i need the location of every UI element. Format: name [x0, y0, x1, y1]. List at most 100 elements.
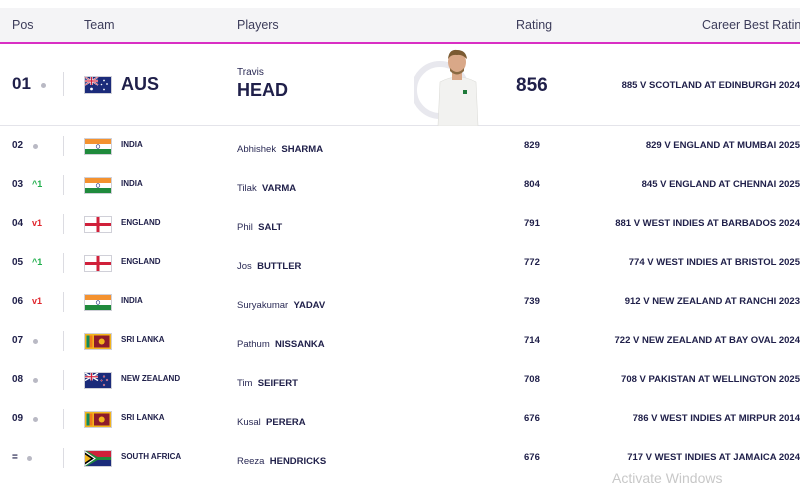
row-rating: 739 — [524, 296, 540, 307]
flag-south-africa-icon — [84, 450, 112, 467]
player-first-name: Abhishek — [237, 144, 277, 155]
divider — [63, 175, 64, 195]
player-last-name: PERERA — [266, 417, 306, 428]
player-first-name: Suryakumar — [237, 300, 289, 311]
windows-activation-watermark: Activate Windows — [612, 470, 723, 486]
row-career-best: 722 V NEW ZEALAND AT BAY OVAL 2024 — [614, 335, 800, 346]
no-change-dot — [41, 83, 46, 88]
top-team: AUS — [121, 74, 160, 94]
row-player[interactable]: Jos BUTTLER — [237, 261, 301, 272]
arrow-up-icon: ^ — [32, 179, 38, 189]
row-team: INDIA — [121, 179, 143, 188]
table-row[interactable]: 06 v1 INDIA Suryakumar YADAV 739 912 V N… — [0, 282, 800, 322]
row-rating: 708 — [524, 374, 540, 385]
player-last-name: BUTTLER — [257, 261, 302, 272]
move-up-indicator: ^1 — [32, 179, 43, 189]
player-first-name: Reeza — [237, 456, 265, 467]
row-team: INDIA — [121, 296, 143, 305]
row-career-best: 829 V ENGLAND AT MUMBAI 2025 — [645, 140, 800, 151]
row-career-best: 881 V WEST INDIES AT BARBADOS 2024 — [615, 218, 800, 229]
no-change-dot — [33, 144, 38, 149]
row-player[interactable]: Reeza HENDRICKS — [237, 456, 326, 467]
row-pos: 07 — [12, 335, 24, 346]
row-player[interactable]: Tilak VARMA — [237, 183, 296, 194]
top-career-best: 885 V SCOTLAND AT EDINBURGH 2024 — [621, 80, 800, 91]
table-row[interactable]: 03 ^1 INDIA Tilak VARMA 804 845 V ENGLAN… — [0, 165, 800, 205]
table-row[interactable]: 08 NEW ZEALAND Tim SEIFERT 708 708 V PAK… — [0, 360, 800, 400]
top-pos: 01 — [12, 74, 31, 93]
table-header: Pos Team Players Rating Career Best Rati… — [0, 8, 800, 44]
move-down-indicator: v1 — [32, 218, 43, 228]
row-player[interactable]: Pathum NISSANKA — [237, 339, 325, 350]
row-team: NEW ZEALAND — [121, 374, 181, 383]
row-player[interactable]: Phil SALT — [237, 222, 282, 233]
row-team: ENGLAND — [121, 218, 161, 227]
row-pos: 08 — [12, 374, 24, 385]
row-career-best: 912 V NEW ZEALAND AT RANCHI 2023 — [624, 296, 800, 307]
row-team: INDIA — [121, 140, 143, 149]
divider — [63, 292, 64, 312]
player-last-name: VARMA — [262, 183, 297, 194]
table-row[interactable]: 04 v1 ENGLAND Phil SALT 791 881 V WEST I… — [0, 204, 800, 244]
flag-england-icon — [84, 216, 112, 233]
flag-india-icon — [84, 138, 112, 155]
header-players: Players — [237, 18, 279, 32]
table-row[interactable]: 02 INDIA Abhishek SHARMA 829 829 V ENGLA… — [0, 126, 800, 166]
top-player-first-name: Travis — [237, 67, 264, 78]
row-player[interactable]: Abhishek SHARMA — [237, 144, 323, 155]
row-career-best: 717 V WEST INDIES AT JAMAICA 2024 — [627, 452, 800, 463]
row-team: SRI LANKA — [121, 413, 165, 422]
row-pos: 09 — [12, 413, 24, 424]
table-row[interactable]: 07 SRI LANKA Pathum NISSANKA 714 722 V N… — [0, 321, 800, 361]
player-last-name: NISSANKA — [275, 339, 325, 350]
player-first-name: Kusal — [237, 417, 261, 428]
row-pos: 05 — [12, 257, 24, 268]
header-team: Team — [84, 18, 115, 32]
row-career-best: 708 V PAKISTAN AT WELLINGTON 2025 — [621, 374, 800, 385]
header-rating[interactable]: Rating — [516, 18, 553, 32]
header-pos: Pos — [12, 18, 34, 32]
table-row[interactable]: 05 ^1 ENGLAND Jos BUTTLER 772 774 V WEST… — [0, 243, 800, 283]
row-rating: 676 — [524, 413, 540, 424]
row-team: SOUTH AFRICA — [121, 452, 182, 461]
row-career-best: 774 V WEST INDIES AT BRISTOL 2025 — [628, 257, 800, 268]
row-player[interactable]: Kusal PERERA — [237, 417, 306, 428]
player-last-name: YADAV — [293, 300, 326, 311]
flag-india-icon — [84, 294, 112, 311]
row-pos: 06 — [12, 296, 24, 307]
table-row[interactable]: 09 SRI LANKA Kusal PERERA 676 786 V WEST… — [0, 399, 800, 439]
row-pos: 03 — [12, 179, 24, 190]
player-first-name: Jos — [237, 261, 252, 272]
row-career-best: 786 V WEST INDIES AT MIRPUR 2014 — [632, 413, 800, 424]
table-row[interactable]: = SOUTH AFRICA Reeza HENDRICKS 676 717 V… — [0, 438, 800, 480]
flag-india-icon — [84, 177, 112, 194]
top-player-last-name[interactable]: HEAD — [237, 80, 289, 100]
row-player[interactable]: Suryakumar YADAV — [237, 300, 325, 311]
divider — [63, 331, 64, 351]
row-career-best: 845 V ENGLAND AT CHENNAI 2025 — [641, 179, 800, 190]
arrow-down-icon: v — [32, 218, 38, 228]
flag-australia-icon — [84, 76, 112, 94]
row-pos: 04 — [12, 218, 24, 229]
player-photo — [414, 49, 479, 126]
divider — [63, 136, 64, 156]
player-last-name: HENDRICKS — [269, 456, 327, 467]
no-change-dot — [33, 378, 38, 383]
player-last-name: SHARMA — [281, 144, 324, 155]
player-last-name: SALT — [258, 222, 283, 233]
player-first-name: Phil — [237, 222, 253, 233]
divider — [63, 448, 64, 468]
flag-sri-lanka-icon — [84, 333, 112, 350]
move-up-indicator: ^1 — [32, 257, 43, 267]
row-rating: 791 — [524, 218, 540, 229]
flag-england-icon — [84, 255, 112, 272]
divider — [63, 214, 64, 234]
row-pos: = — [12, 452, 18, 463]
row-team: SRI LANKA — [121, 335, 165, 344]
row-rating: 676 — [524, 452, 540, 463]
top-ranked-row[interactable]: 01 AUS Travis HEAD 856 885 V SCOTLAND AT… — [0, 44, 800, 126]
flag-new-zealand-icon — [84, 372, 112, 389]
row-player[interactable]: Tim SEIFERT — [237, 378, 298, 389]
player-last-name: SEIFERT — [257, 378, 298, 389]
row-pos: 02 — [12, 140, 24, 151]
